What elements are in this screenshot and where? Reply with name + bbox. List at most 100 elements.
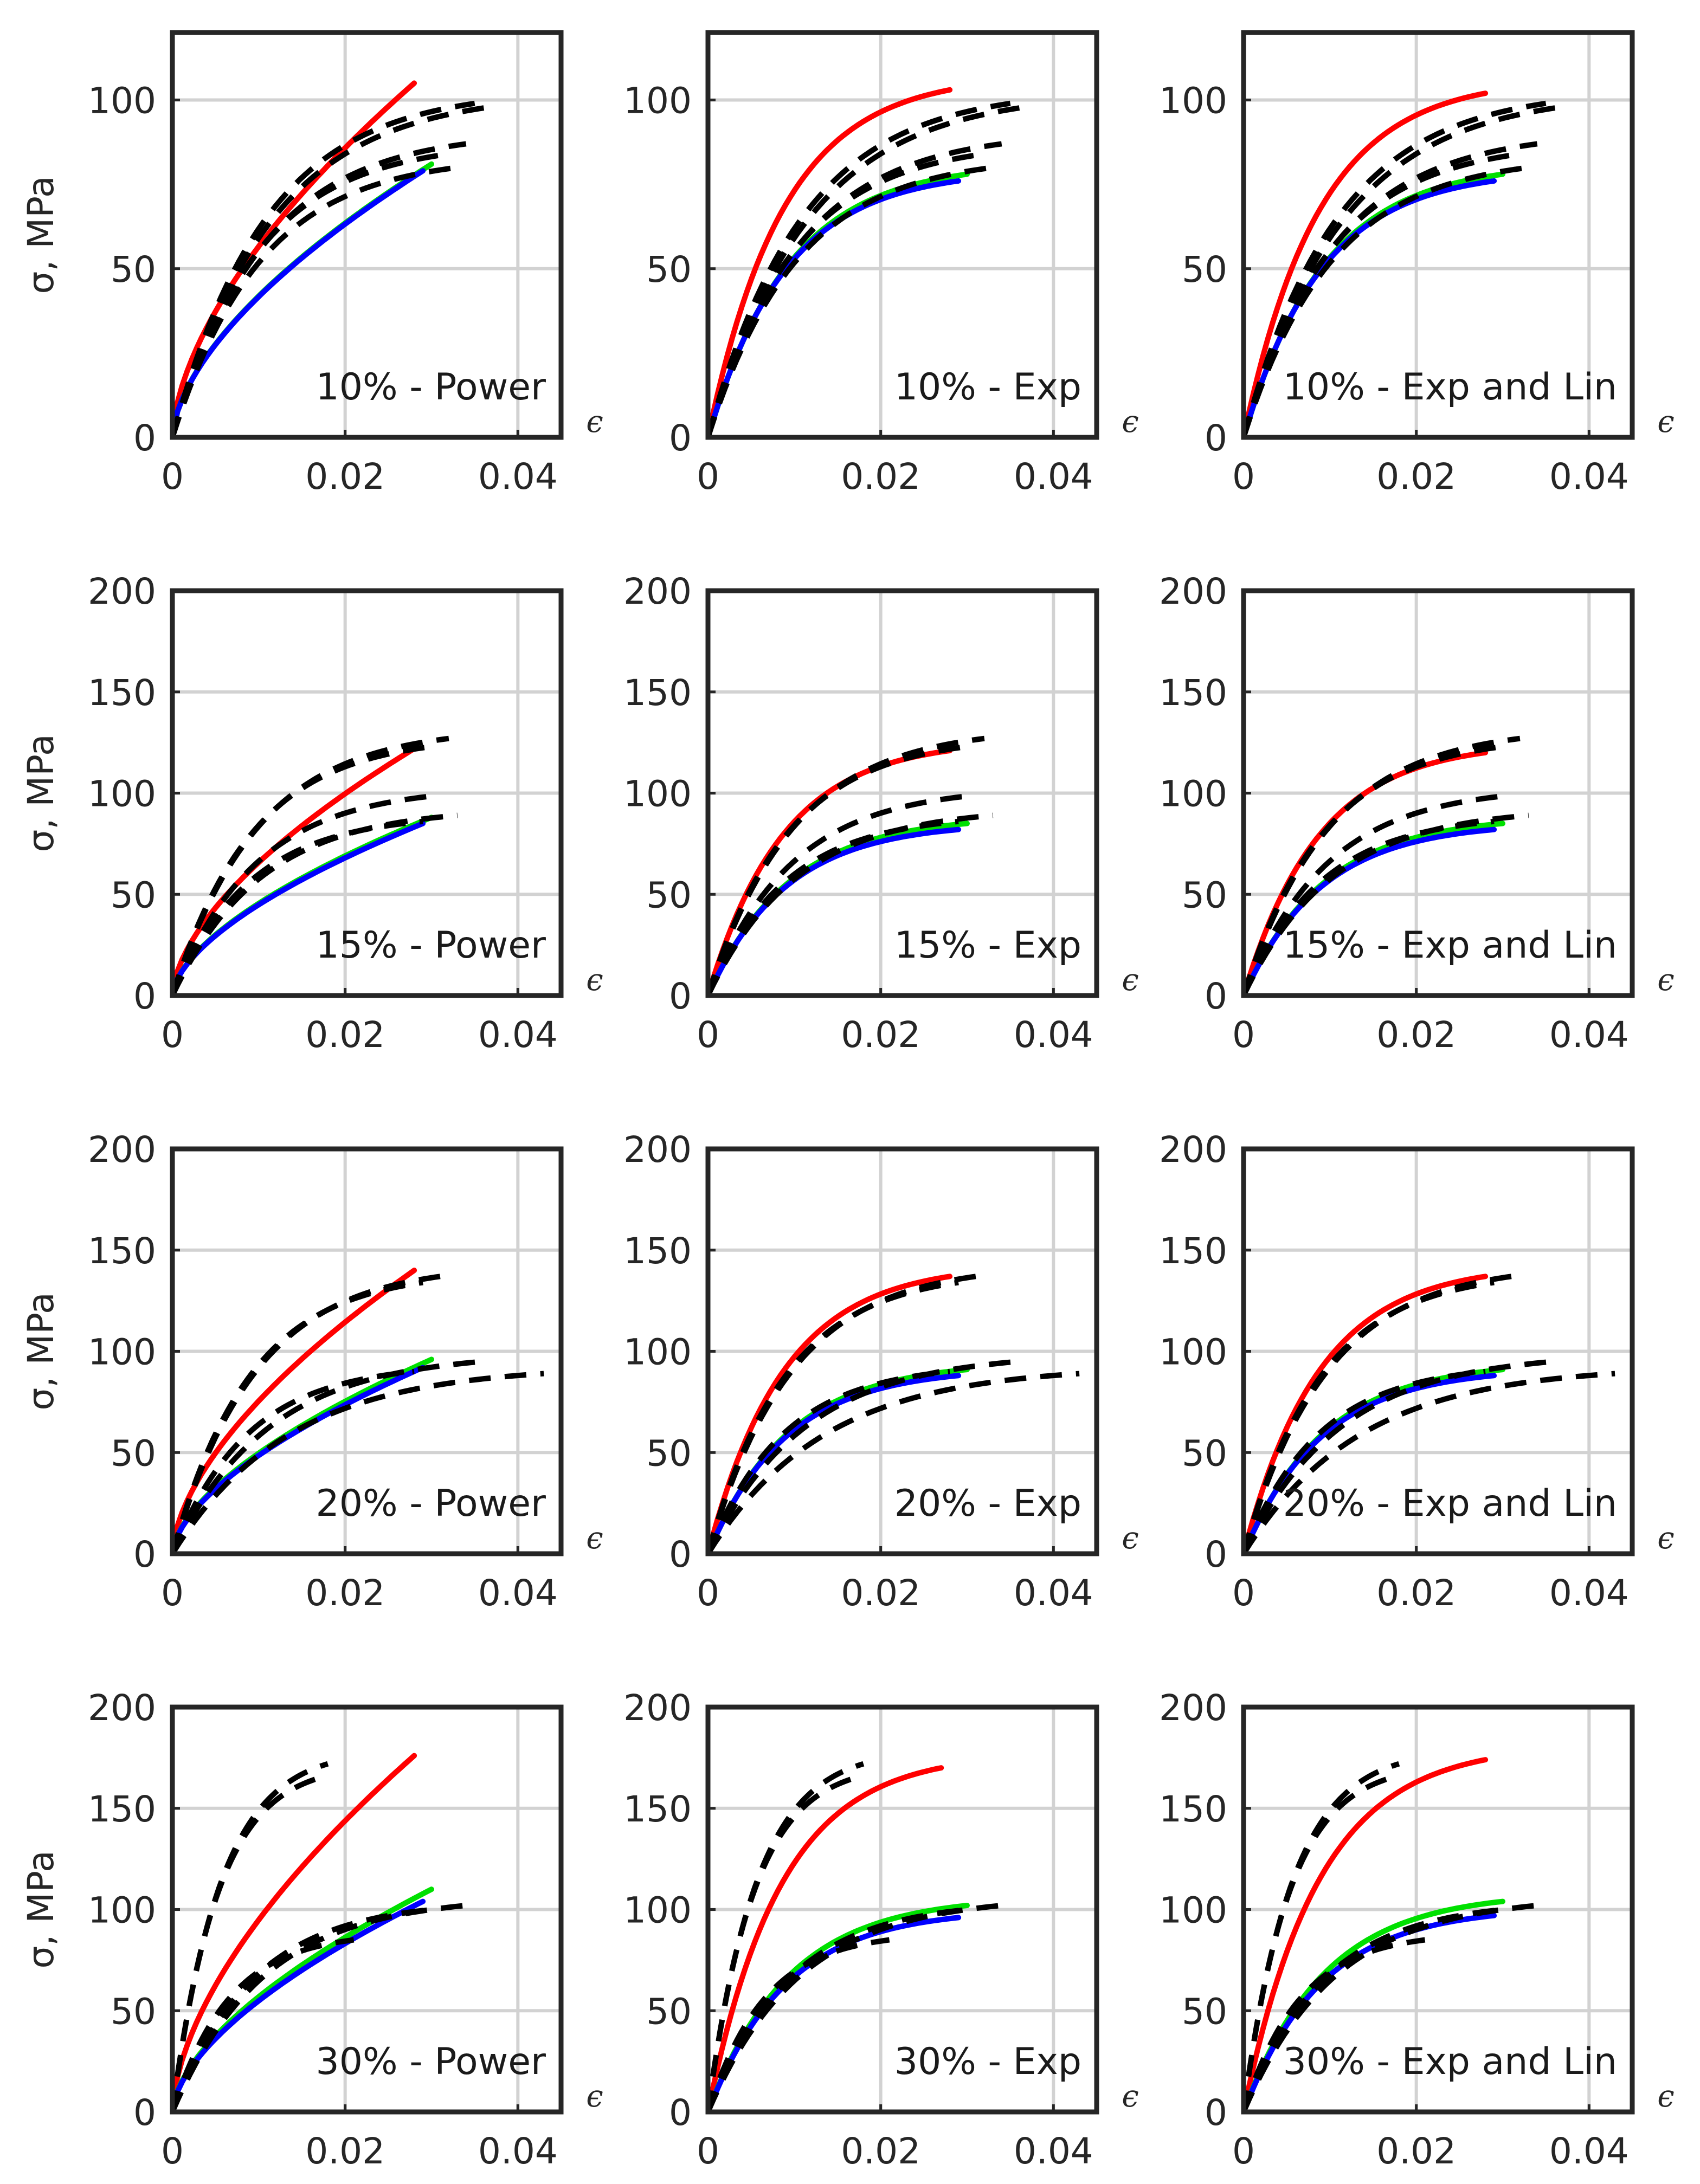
x-tick-label: 0.02	[841, 1014, 920, 1056]
experimental-curve	[1244, 1359, 1555, 1554]
y-tick-label: 0	[669, 2092, 692, 2134]
x-tick-label: 0.04	[1014, 456, 1093, 497]
x-tick-label: 0.02	[305, 1572, 385, 1614]
red-model-curve	[172, 1268, 417, 1554]
red-model-curve	[172, 1753, 417, 2112]
y-tick-label: 200	[623, 1687, 692, 1729]
x-tick-label: 0	[161, 1572, 184, 1614]
x-tick-label: 0.02	[1376, 2130, 1456, 2172]
y-tick-label: 150	[1159, 672, 1227, 714]
y-tick-label: 100	[623, 1332, 692, 1373]
y-tick-label: 100	[623, 773, 692, 815]
x-tick-label: 0.02	[1376, 1014, 1456, 1056]
subplot-4: 0 0.02 0.04 0 50 100 150 200 ϵ 15% - Exp	[623, 571, 1139, 1056]
subplot-annotation: 15% - Exp and Lin	[1283, 924, 1617, 967]
experimental-curve	[1244, 818, 1495, 996]
x-tick-label: 0.02	[1376, 456, 1456, 497]
experimental-curve	[172, 165, 458, 437]
y-tick-label: 150	[88, 672, 156, 714]
subplot-annotation: 15% - Exp	[894, 924, 1081, 967]
y-tick-label: 0	[133, 975, 156, 1017]
y-tick-label: 0	[669, 417, 692, 459]
y-tick-label: 150	[88, 1788, 156, 1830]
x-axis-label: ϵ	[1657, 2079, 1674, 2114]
plot-area	[708, 1761, 1002, 2112]
y-tick-label: 50	[111, 874, 156, 916]
x-axis-label: ϵ	[1657, 1521, 1674, 1556]
experimental-curve	[172, 1937, 355, 2112]
blue-model-curve	[172, 1898, 426, 2112]
blue-model-curve	[708, 1915, 962, 2112]
y-tick-label: 100	[88, 80, 156, 122]
x-tick-label: 0	[697, 1014, 719, 1056]
y-tick-label: 200	[623, 571, 692, 612]
experimental-curve	[708, 744, 968, 996]
subplot-annotation: 30% - Exp and Lin	[1283, 2040, 1617, 2083]
x-tick-label: 0	[697, 2130, 719, 2172]
y-tick-label: 150	[1159, 1230, 1227, 1272]
blue-model-curve	[172, 1365, 426, 1554]
y-tick-label: 100	[1159, 1332, 1227, 1373]
y-tick-label: 50	[1182, 249, 1227, 290]
y-tick-label: 0	[1205, 975, 1227, 1017]
subplot-annotation: 10% - Exp and Lin	[1283, 366, 1617, 409]
experimental-curve	[1244, 100, 1547, 437]
plot-area	[1244, 735, 1529, 996]
x-tick-label: 0.02	[305, 456, 385, 497]
experimental-curve	[172, 1907, 432, 2112]
y-tick-label: 200	[88, 1687, 156, 1729]
y-tick-label: 50	[646, 874, 692, 916]
plot-area	[1244, 1757, 1538, 2112]
subplot-7: 0 0.02 0.04 0 50 100 150 200 ϵ 20% - Exp	[623, 1129, 1139, 1614]
x-tick-label: 0	[1232, 1014, 1255, 1056]
x-tick-label: 0	[1232, 2130, 1255, 2172]
y-tick-label: 100	[1159, 773, 1227, 815]
y-tick-label: 100	[1159, 1890, 1227, 1931]
x-axis-label: ϵ	[586, 962, 603, 998]
y-tick-label: 100	[88, 1332, 156, 1373]
green-model-curve	[1244, 1367, 1505, 1554]
x-tick-label: 0	[1232, 456, 1255, 497]
experimental-curve	[1244, 1280, 1495, 1554]
y-tick-label: 200	[1159, 1687, 1227, 1729]
plot-area	[708, 87, 1028, 437]
y-tick-label: 50	[111, 249, 156, 290]
experimental-curve	[172, 792, 441, 996]
x-tick-label: 0.02	[841, 456, 920, 497]
x-axis-label: ϵ	[1657, 962, 1674, 998]
y-tick-label: 200	[88, 1129, 156, 1171]
y-tick-label: 100	[623, 80, 692, 122]
x-axis-label: ϵ	[586, 2079, 603, 2114]
experimental-curve	[172, 104, 493, 437]
experimental-curve	[172, 1280, 423, 1554]
axes-frame	[705, 30, 1099, 440]
experimental-curve	[708, 1368, 950, 1554]
y-tick-label: 100	[88, 773, 156, 815]
experimental-curve	[172, 1371, 544, 1554]
subplot-annotation: 10% - Exp	[894, 366, 1081, 409]
x-tick-label: 0	[697, 1572, 719, 1614]
y-axis-label: σ, MPa	[20, 1292, 62, 1410]
experimental-curve	[1244, 1368, 1486, 1554]
y-axis-label: σ, MPa	[20, 176, 62, 294]
x-axis-label: ϵ	[1657, 404, 1674, 440]
y-tick-label: 50	[646, 1432, 692, 1474]
axes-frame	[1241, 30, 1635, 440]
experimental-curve	[1244, 1775, 1392, 2112]
subplot-1: 0 0.02 0.04 0 50 100 ϵ 10% - Exp	[623, 30, 1139, 497]
subplot-annotation: 20% - Exp	[894, 1482, 1081, 1525]
experimental-curve	[708, 1907, 968, 2112]
x-tick-label: 0.04	[1014, 1014, 1093, 1056]
experimental-curve	[708, 1359, 1020, 1554]
red-model-curve	[172, 746, 417, 996]
experimental-curve	[1244, 165, 1529, 437]
y-tick-label: 150	[88, 1230, 156, 1272]
experimental-curve	[172, 1359, 484, 1554]
plot-area	[172, 1753, 467, 2112]
x-tick-label: 0.04	[478, 2130, 558, 2172]
x-tick-label: 0.04	[1549, 2130, 1629, 2172]
subplot-9: 0 0.02 0.04 0 50 100 150 200 ϵ σ, MPa 30% - Power	[20, 1687, 603, 2172]
subplot-annotation: 30% - Exp	[894, 2040, 1081, 2083]
x-tick-label: 0.02	[305, 2130, 385, 2172]
